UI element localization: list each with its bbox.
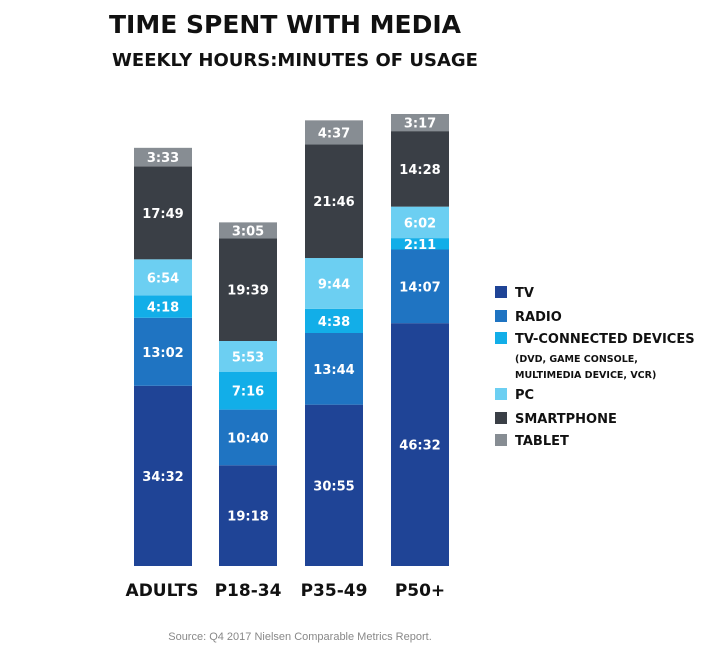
data-label-p35-49-tv: 30:55: [313, 479, 354, 494]
legend-swatch-tv: [495, 286, 507, 298]
data-label-p18-34-tv: 19:18: [227, 510, 268, 525]
data-label-p50-smartphone: 14:28: [399, 163, 440, 178]
legend-note-line-2: MULTIMEDIA DEVICE, VCR): [515, 370, 656, 381]
bar-p50-pc: [391, 206, 449, 239]
bar-p18-34-tablet: [219, 222, 277, 239]
bar-adults-smartphone: [134, 166, 192, 260]
bar-p50-tablet: [391, 114, 449, 132]
data-label-adults-tablet: 3:33: [147, 151, 179, 166]
legend-swatch-radio: [495, 310, 507, 322]
data-label-p50-tv-connected-devices: 2:11: [404, 238, 436, 253]
bar-p35-49-tv: [305, 404, 363, 566]
legend-swatch-pc: [495, 388, 507, 400]
legend-note-line-1: (DVD, GAME CONSOLE,: [515, 354, 638, 365]
x-label-p50: P50+: [395, 581, 445, 601]
bar-adults-radio: [134, 317, 192, 386]
legend-label-radio: RADIO: [515, 310, 562, 325]
bar-p18-34-radio: [219, 409, 277, 466]
bar-p35-49-pc: [305, 258, 363, 309]
source-note: Source: Q4 2017 Nielsen Comparable Metri…: [168, 631, 432, 643]
bar-p50-tv-connected-devices: [391, 238, 449, 250]
legend-label-smartphone: SMARTPHONE: [515, 412, 617, 427]
bar-p18-34-pc: [219, 341, 277, 372]
bar-p35-49-tv-connected-devices: [305, 308, 363, 333]
data-label-p35-49-radio: 13:44: [313, 363, 354, 378]
legend: TV RADIO TV-CONNECTED DEVICES PC SMARTPHONE T…: [495, 286, 695, 449]
chart-subtitle: WEEKLY HOURS:MINUTES OF USAGE: [112, 50, 478, 71]
data-label-p18-34-tv-connected-devices: 7:16: [232, 385, 264, 400]
legend-label-tv-connected-devices: TV-CONNECTED DEVICES: [515, 332, 695, 347]
bar-adults-tablet: [134, 147, 192, 167]
data-label-adults-radio: 13:02: [142, 346, 183, 361]
x-label-adults: ADULTS: [126, 581, 199, 601]
data-label-p50-tablet: 3:17: [404, 117, 436, 132]
legend-label-tablet: TABLET: [515, 434, 569, 449]
data-label-adults-smartphone: 17:49: [142, 207, 183, 222]
data-label-p50-radio: 14:07: [399, 280, 440, 295]
data-label-adults-tv-connected-devices: 4:18: [147, 301, 179, 316]
data-label-adults-pc: 6:54: [147, 271, 179, 286]
data-label-p18-34-tablet: 3:05: [232, 224, 264, 239]
bar-p50-tv: [391, 323, 449, 566]
data-label-p18-34-radio: 10:40: [227, 431, 268, 446]
chart-title: TIME SPENT WITH MEDIA: [109, 10, 462, 39]
bar-adults-pc: [134, 259, 192, 296]
legend-label-pc: PC: [515, 388, 534, 403]
data-label-p35-49-pc: 9:44: [318, 277, 350, 292]
bar-p35-49-smartphone: [305, 144, 363, 259]
bars: 34:32 13:02 4:18 6:54 17:49 3:33 19:18 10:40 7:1…: [134, 114, 449, 566]
data-label-p35-49-tv-connected-devices: 4:38: [318, 315, 350, 330]
bar-adults-tv-connected-devices: [134, 295, 192, 318]
bar-p18-34-tv-connected-devices: [219, 371, 277, 410]
bar-p35-49-radio: [305, 332, 363, 405]
bar-p50-radio: [391, 249, 449, 324]
data-label-p50-tv: 46:32: [399, 439, 440, 454]
bar-p18-34-tv: [219, 465, 277, 566]
x-label-p18-34: P18-34: [215, 581, 282, 601]
legend-label-tv: TV: [515, 286, 534, 301]
bar-p35-49-tablet: [305, 120, 363, 145]
legend-swatch-tv-connected-devices: [495, 332, 507, 344]
data-label-p18-34-smartphone: 19:39: [227, 284, 268, 299]
data-label-p18-34-pc: 5:53: [232, 350, 264, 365]
bar-p18-34-smartphone: [219, 238, 277, 342]
data-label-p35-49-smartphone: 21:46: [313, 195, 354, 210]
data-label-adults-tv: 34:32: [142, 470, 183, 485]
data-label-p35-49-tablet: 4:37: [318, 126, 350, 141]
x-label-p35-49: P35-49: [301, 581, 368, 601]
legend-swatch-smartphone: [495, 412, 507, 424]
legend-swatch-tablet: [495, 434, 507, 446]
bar-adults-tv: [134, 385, 192, 566]
data-label-p50-pc: 6:02: [404, 216, 436, 231]
bar-p50-smartphone: [391, 131, 449, 207]
x-axis-labels: ADULTS P18-34 P35-49 P50+: [126, 581, 446, 601]
